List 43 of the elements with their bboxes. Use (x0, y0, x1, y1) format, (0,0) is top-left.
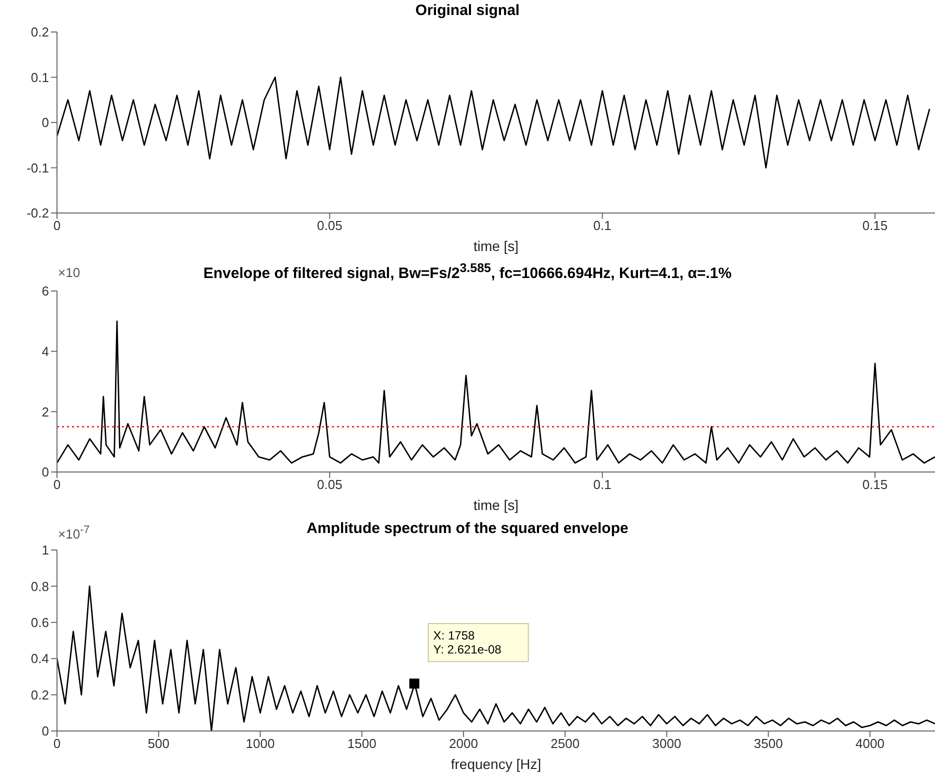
x-tick-label: 2500 (550, 736, 580, 752)
x-tick-label: 0.1 (593, 218, 612, 234)
y-tick-label: 0 (42, 464, 49, 480)
x-axis-title: time [s] (473, 238, 519, 254)
x-tick-label: 2000 (449, 736, 478, 752)
y-tick-label: 0 (42, 115, 49, 130)
x-tick-label: 0 (53, 736, 61, 752)
y-tick-label: -0.2 (26, 206, 49, 221)
y-tick-label: 0.2 (30, 24, 49, 40)
x-tick-label: 3000 (652, 736, 682, 752)
y-tick-label: 0.1 (30, 70, 49, 85)
x-tick-label: 0 (53, 477, 61, 492)
x-tick-label: 4000 (856, 736, 884, 752)
x-axis-title: frequency [Hz] (450, 756, 542, 772)
text: ×10 (58, 265, 80, 280)
y-tick-label: 0.2 (30, 687, 49, 702)
y-tick-label: 1 (42, 542, 49, 558)
line-series (57, 76, 930, 168)
x-tick-label: 0.15 (862, 477, 888, 492)
x-tick-label: 500 (148, 736, 170, 752)
x-tick-label: 0 (53, 218, 61, 234)
y-tick-label: -0.1 (26, 160, 49, 176)
y-tick-label: 0 (42, 724, 49, 739)
x-axis-title: time [s] (473, 497, 519, 513)
y-tick-label: 0.6 (30, 615, 49, 630)
x-tick-label: 1000 (246, 736, 275, 752)
x-tick-label: 0.05 (317, 218, 342, 234)
text: ×10$^{-7}$ (58, 524, 90, 542)
x-tick-label: 0.05 (317, 477, 342, 492)
y-tick-label: 0.4 (30, 651, 49, 666)
chart-title: Envelope of filtered signal, Bw=Fs/2$^{3.585}$, fc=10666.694Hz, Kurt=4.1, α=.1% (203, 261, 732, 282)
line-series (57, 320, 935, 464)
chart-title: Amplitude spectrum of the squared envelope (306, 520, 628, 537)
x-tick-label: 3500 (754, 736, 783, 752)
y-tick-label: 4 (42, 344, 49, 359)
annotation: X: 1758 Y: 2.621e-08 (433, 628, 502, 657)
y-tick-label: 6 (42, 284, 49, 299)
x-tick-label: 0.15 (862, 218, 888, 234)
chart-title: Original signal (414, 2, 521, 19)
y-tick-label: 2 (42, 404, 49, 420)
x-tick-label: 0.1 (593, 477, 612, 492)
y-tick-label: 0.8 (30, 578, 49, 594)
x-tick-label: 1500 (347, 736, 376, 752)
